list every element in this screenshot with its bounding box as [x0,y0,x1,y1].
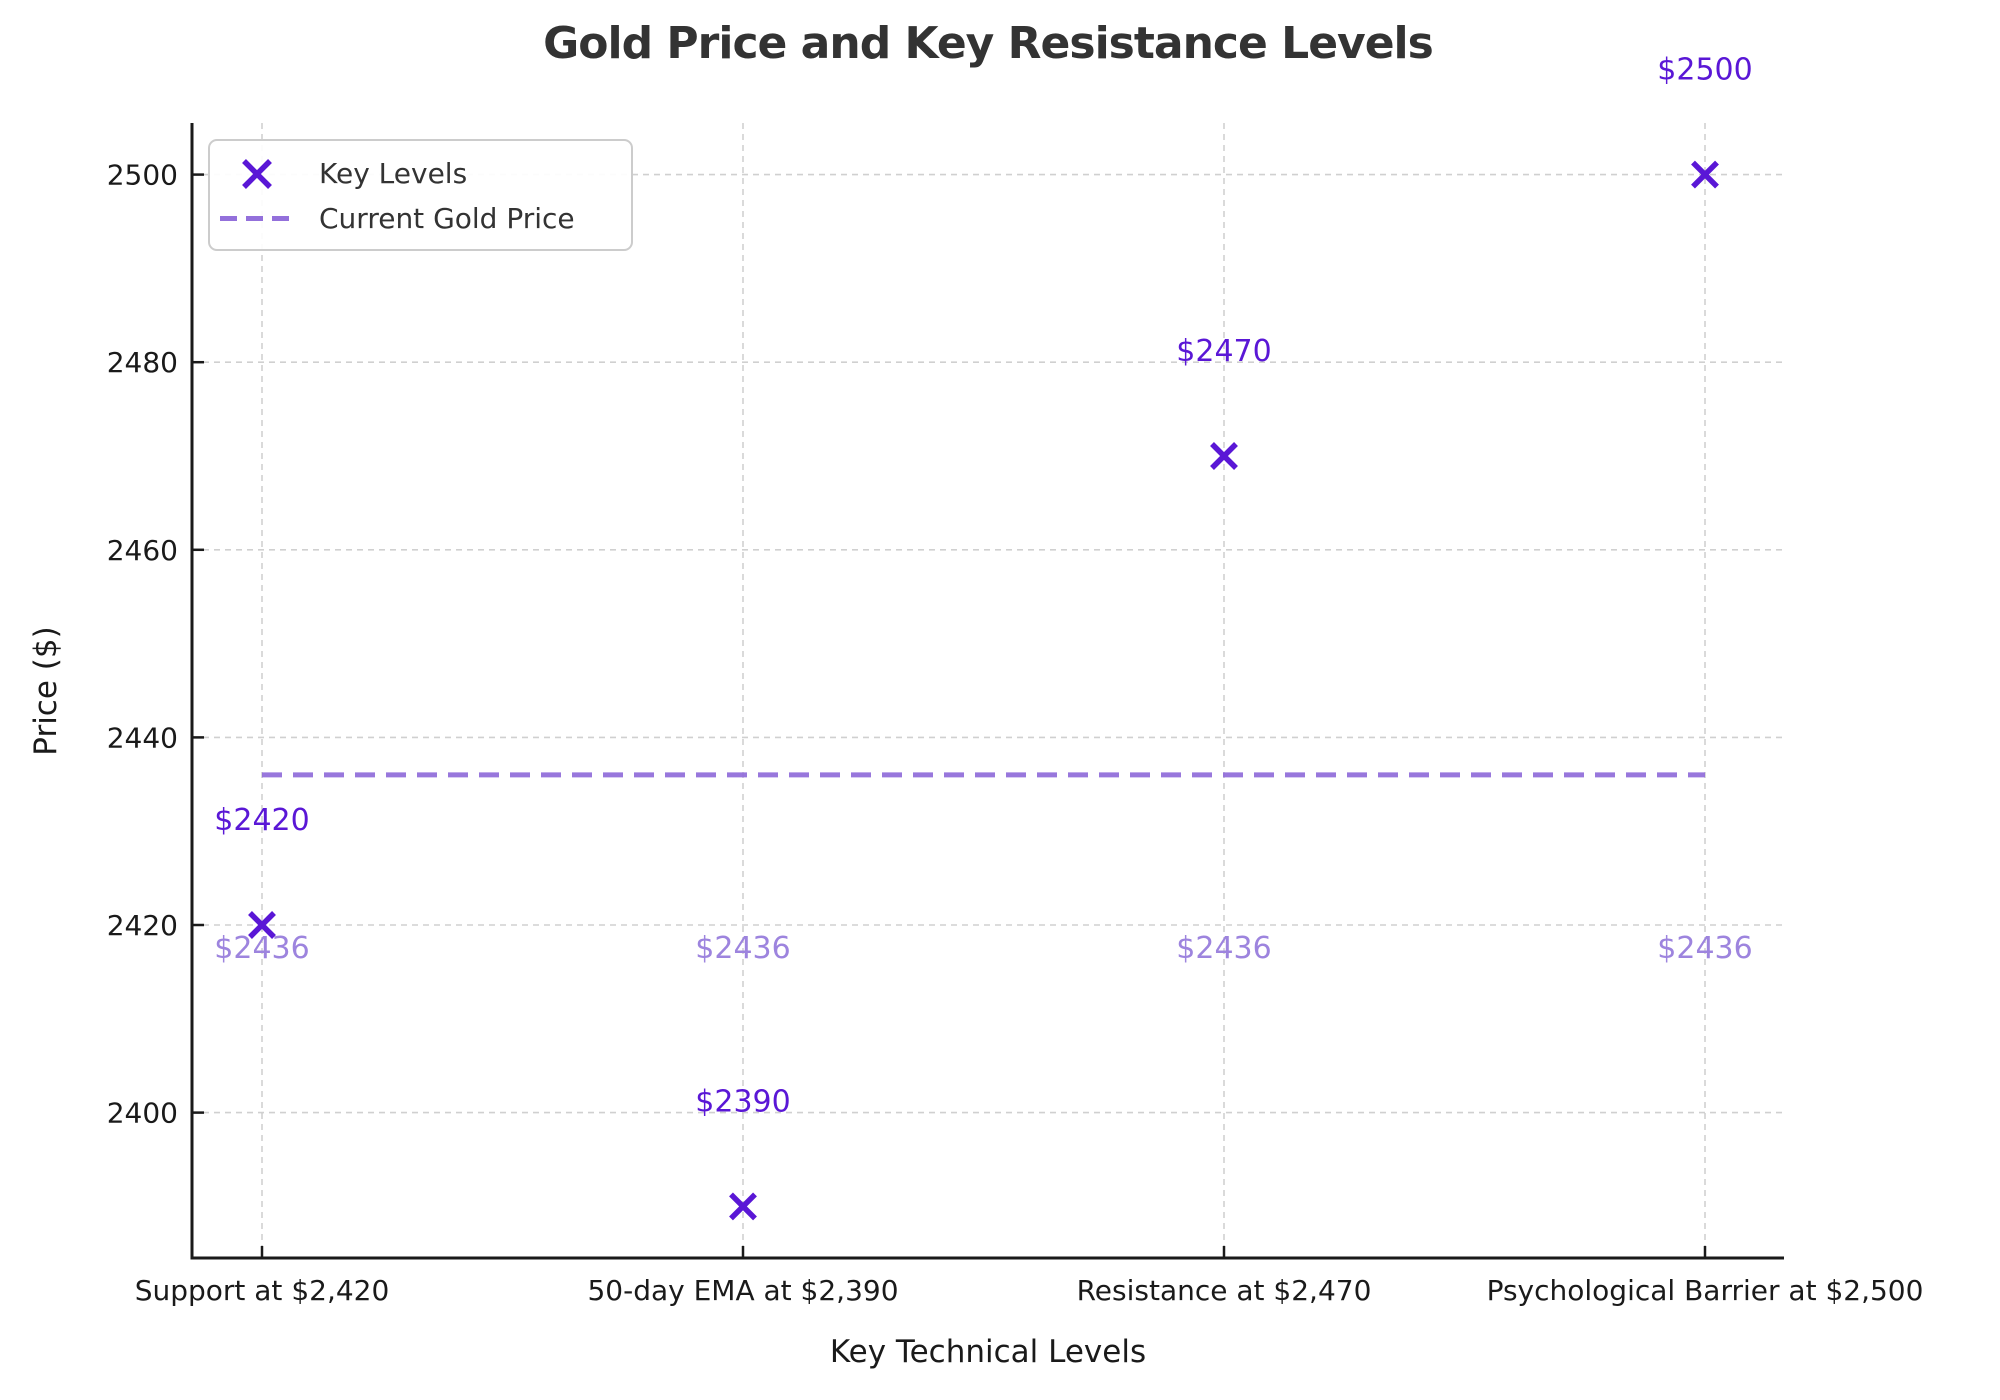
x-tick-label: Psychological Barrier at $2,500 [1487,1274,1924,1307]
current-price-label: $2436 [1657,931,1752,966]
y-tick-label: 2480 [107,346,178,379]
legend: Key Levels Current Gold Price [208,139,633,251]
y-tick-label: 2440 [107,721,178,754]
x-tick-label: 50-day EMA at $2,390 [587,1274,898,1307]
y-tick-label: 2400 [107,1097,178,1130]
point-annotation: $2390 [695,1084,790,1119]
x-marker [248,911,276,939]
x-marker [729,1192,757,1221]
chart-title: Gold Price and Key Resistance Levels [543,18,1434,69]
legend-x-marker-icon [215,155,299,193]
x-marker [1210,442,1238,470]
current-price-label: $2436 [695,931,790,966]
y-axis-label: Price ($) [28,626,64,756]
point-annotation: $2420 [214,803,309,838]
y-tick-label: 2420 [107,909,178,942]
current-price-label: $2436 [1176,931,1271,966]
legend-dashed-line-icon [215,216,299,222]
legend-label: Current Gold Price [319,202,575,236]
legend-entry-key-levels: Key Levels [210,155,631,193]
legend-label: Key Levels [319,157,468,191]
x-tick-label: Support at $2,420 [135,1274,390,1307]
legend-entry-current-price: Current Gold Price [210,202,631,235]
point-annotation: $2500 [1657,53,1752,88]
x-axis-label: Key Technical Levels [829,1334,1147,1370]
point-annotation: $2470 [1176,334,1271,369]
x-marker [1691,160,1719,189]
current-price-label: $2436 [214,931,309,966]
x-tick-label: Resistance at $2,470 [1077,1274,1372,1307]
y-tick-label: 2500 [107,159,178,192]
y-tick-label: 2460 [107,534,178,567]
